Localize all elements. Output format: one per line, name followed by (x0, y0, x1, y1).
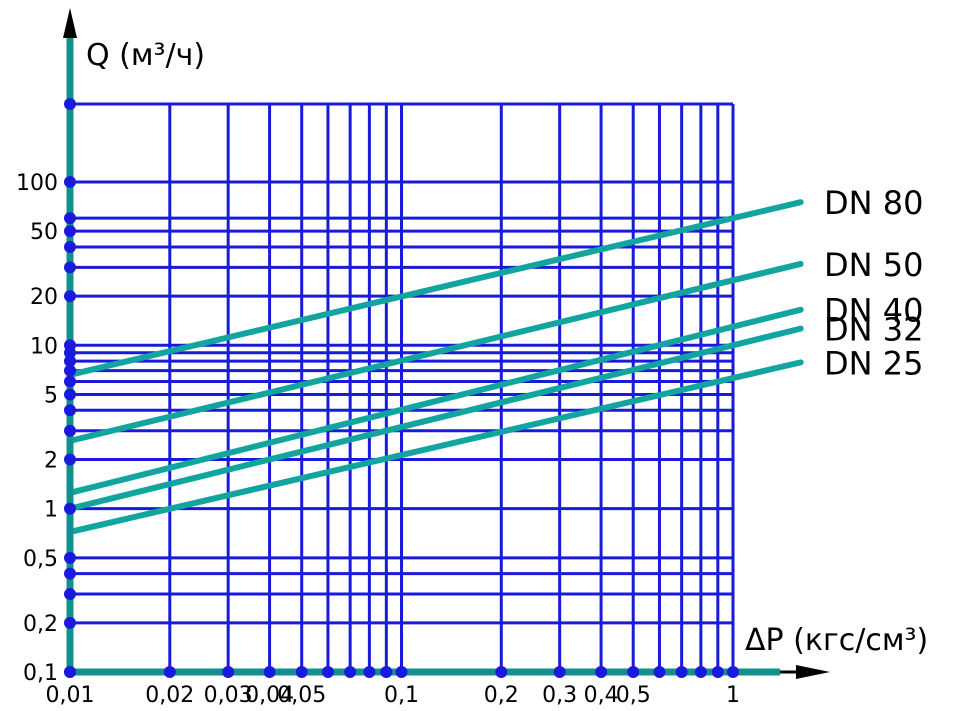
x-grid-dot (295, 666, 308, 678)
x-tick-label: 0,4 (584, 683, 619, 708)
y-grid-dot (64, 240, 76, 253)
y-axis-label: Q (м³/ч) (86, 38, 205, 73)
x-grid-dot (495, 666, 508, 678)
y-grid-dot (64, 355, 76, 368)
x-grid-dot (627, 666, 640, 678)
x-grid-dot (363, 666, 376, 678)
series-line (67, 325, 804, 512)
y-tick-label: 0,2 (23, 612, 58, 637)
x-axis-label: ΔP (кгс/см³) (745, 623, 928, 658)
x-grid-dot (595, 666, 608, 678)
x-grid-dot (222, 666, 235, 678)
y-axis-arrowhead (63, 8, 77, 38)
y-grid-dot (64, 339, 76, 352)
x-grid-dot (163, 666, 176, 678)
x-tick-label: 1 (726, 683, 740, 708)
x-grid-dot (64, 666, 76, 678)
x-grid-dot (675, 666, 688, 678)
y-grid-dot (64, 175, 76, 188)
x-grid-dot (653, 666, 666, 678)
y-tick-label: 5 (44, 383, 58, 408)
series-label: DN 25 (824, 344, 923, 382)
y-grid-dot (64, 98, 76, 110)
y-grid-dot (64, 388, 76, 401)
y-tick-label: 50 (30, 220, 58, 245)
y-grid-dot (64, 616, 76, 629)
x-grid-dot (321, 666, 334, 678)
y-grid-dot (64, 364, 76, 377)
series-label: DN 80 (824, 184, 923, 222)
x-grid-dot (553, 666, 566, 678)
tick-layer: 0,1 0,2 0,5 1 2 5 10 20 50 100 0,01 0,02 0,030,040,0… (16, 171, 740, 708)
x-tick-label: 0,02 (145, 683, 194, 708)
y-grid-dot (64, 290, 76, 303)
axis-layer (63, 8, 830, 679)
y-tick-label: 0,1 (23, 661, 58, 686)
y-grid-dot (64, 375, 76, 388)
x-tick-label: 0,5 (616, 683, 651, 708)
x-tick-label: 0,1 (384, 683, 419, 708)
y-grid-dot (64, 225, 76, 238)
y-grid-dot (64, 551, 76, 564)
series-line (67, 260, 804, 444)
y-tick-label: 100 (16, 171, 58, 196)
x-axis-arrowhead (796, 665, 830, 679)
x-tick-label: 0,3 (542, 683, 577, 708)
y-grid-dot (64, 404, 76, 417)
y-grid-dot (64, 453, 76, 466)
y-grid-dot (64, 212, 76, 225)
x-grid-dot (380, 666, 393, 678)
x-tick-label: 0,04 (245, 683, 294, 708)
series-label: DN 40 (824, 292, 923, 330)
y-grid-dot (64, 567, 76, 580)
x-tick-label: 0,01 (46, 683, 95, 708)
series-label: DN 32 (824, 311, 923, 349)
x-tick-label: 0,03 (204, 683, 253, 708)
x-grid-dot (263, 666, 276, 678)
y-grid-dot (64, 424, 76, 437)
x-grid-dot (395, 666, 408, 678)
y-grid-dot (64, 588, 76, 601)
series-line (67, 199, 804, 378)
y-tick-label: 10 (30, 334, 58, 359)
y-tick-label: 0,5 (23, 547, 58, 572)
y-grid-dot (64, 261, 76, 274)
y-tick-label: 20 (30, 285, 58, 310)
series-line (67, 359, 804, 535)
y-grid-dot (64, 502, 76, 515)
y-tick-label: 2 (44, 448, 58, 473)
x-grid-dot (727, 666, 739, 678)
x-grid-dot (344, 666, 357, 678)
series-line (67, 306, 804, 496)
series-label: DN 50 (824, 246, 923, 284)
x-grid-dot (694, 666, 707, 678)
grid-layer (70, 102, 735, 672)
x-grid-dot (711, 666, 724, 678)
x-tick-label: 0,2 (484, 683, 519, 708)
x-tick-label: 0,05 (277, 683, 326, 708)
y-tick-label: 1 (44, 498, 58, 523)
